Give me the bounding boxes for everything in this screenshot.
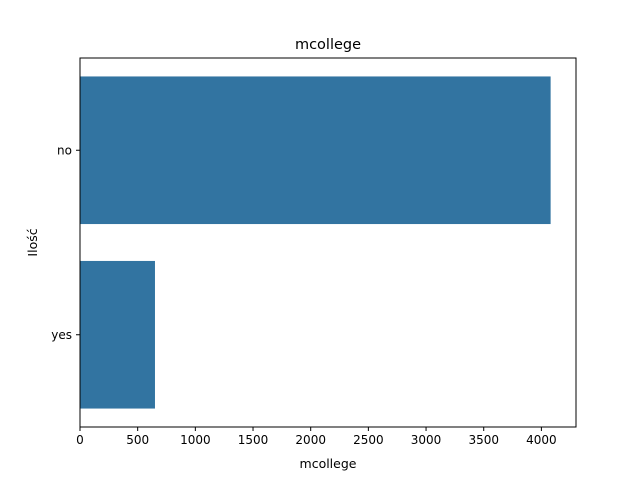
x-axis-ticks: 0 500 1000 1500 2000 2500 3000 3500 4000 <box>76 427 557 447</box>
x-tick-label: 4000 <box>526 433 557 447</box>
x-tick-label: 2000 <box>295 433 326 447</box>
bar-yes <box>80 260 155 409</box>
x-tick-label: 3500 <box>468 433 499 447</box>
x-tick-label: 500 <box>126 433 149 447</box>
y-tick-label: yes <box>51 328 72 342</box>
y-axis-ticks: no yes <box>51 143 80 342</box>
x-tick-label: 3000 <box>411 433 442 447</box>
x-tick-label: 2500 <box>353 433 384 447</box>
chart-title: mcollege <box>295 37 361 53</box>
y-tick-label: no <box>57 143 72 157</box>
bar-no <box>80 76 551 225</box>
x-tick-label: 0 <box>76 433 84 447</box>
y-axis-label: Ilość <box>25 228 40 256</box>
bars-layer <box>80 76 551 409</box>
x-tick-label: 1500 <box>238 433 269 447</box>
plot-frame <box>79 57 577 428</box>
x-axis-label: mcollege <box>300 456 357 471</box>
x-tick-label: 1000 <box>180 433 211 447</box>
